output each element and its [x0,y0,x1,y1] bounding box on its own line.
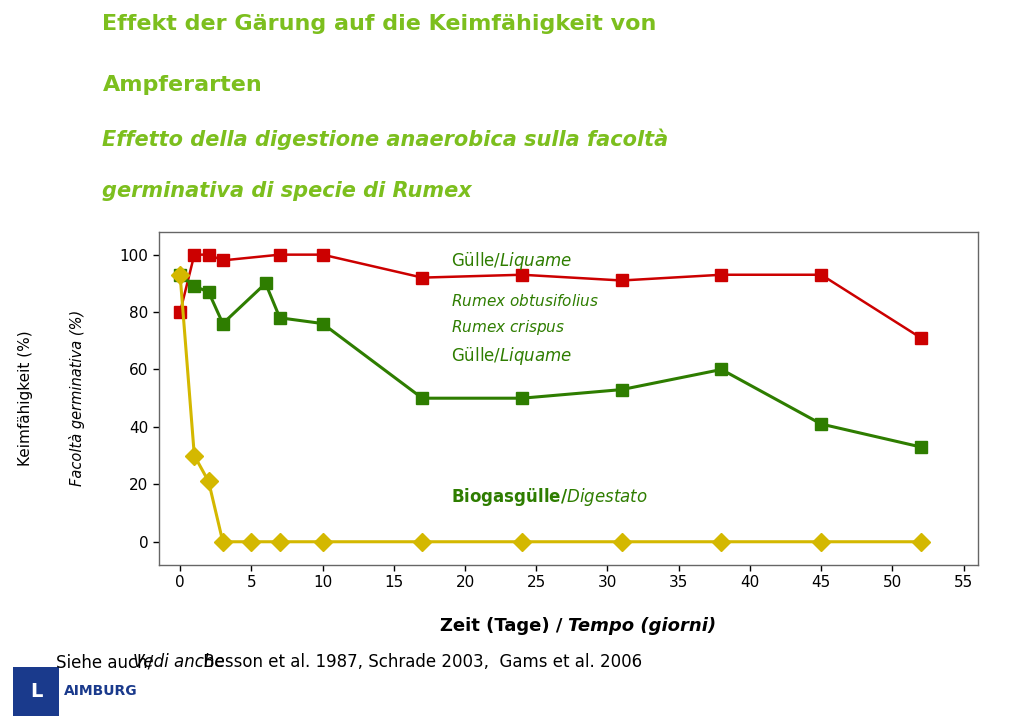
Text: Besson et al. 1987, Schrade 2003,  Gams et al. 2006: Besson et al. 1987, Schrade 2003, Gams e… [198,654,642,671]
Text: 22: 22 [978,683,999,700]
Text: Siehe auch/: Siehe auch/ [56,654,154,671]
Text: Gülle/$\it{Liquame}$: Gülle/$\it{Liquame}$ [451,250,572,272]
Text: $\it{Rumex\ obtusifolius}$: $\it{Rumex\ obtusifolius}$ [451,293,599,309]
Text: Zeit (Tage) / ​: Zeit (Tage) / ​ [439,618,568,635]
Text: Biogasgülle/$\it{Digestato}$: Biogasgülle/$\it{Digestato}$ [451,486,647,508]
FancyBboxPatch shape [10,664,148,719]
FancyBboxPatch shape [13,667,59,716]
Text: AIMBURG: AIMBURG [63,684,137,699]
Text: ​Tempo (giorni): ​Tempo (giorni) [568,618,717,635]
Text: Ampferarten: Ampferarten [102,75,262,96]
Text: Keimfähigkeit (%): Keimfähigkeit (%) [18,330,33,466]
Text: Quelle/Fonte: Sonnleitner und Sonnleitner 2004: Quelle/Fonte: Sonnleitner und Sonnleitne… [614,683,1011,700]
Text: Facoltà germinativa (%): Facoltà germinativa (%) [69,310,85,487]
Text: Vedi anche: Vedi anche [133,654,224,671]
Text: Effetto della digestione anaerobica sulla facoltà: Effetto della digestione anaerobica sull… [102,128,669,149]
Text: Gülle/$\it{Liquame}$: Gülle/$\it{Liquame}$ [451,345,572,367]
Text: L: L [31,682,43,701]
Text: $\it{Rumex\ crispus}$: $\it{Rumex\ crispus}$ [451,318,565,337]
Text: germinativa di specie di Rumex: germinativa di specie di Rumex [102,181,472,201]
Text: Effekt der Gärung auf die Keimfähigkeit von: Effekt der Gärung auf die Keimfähigkeit … [102,14,656,35]
